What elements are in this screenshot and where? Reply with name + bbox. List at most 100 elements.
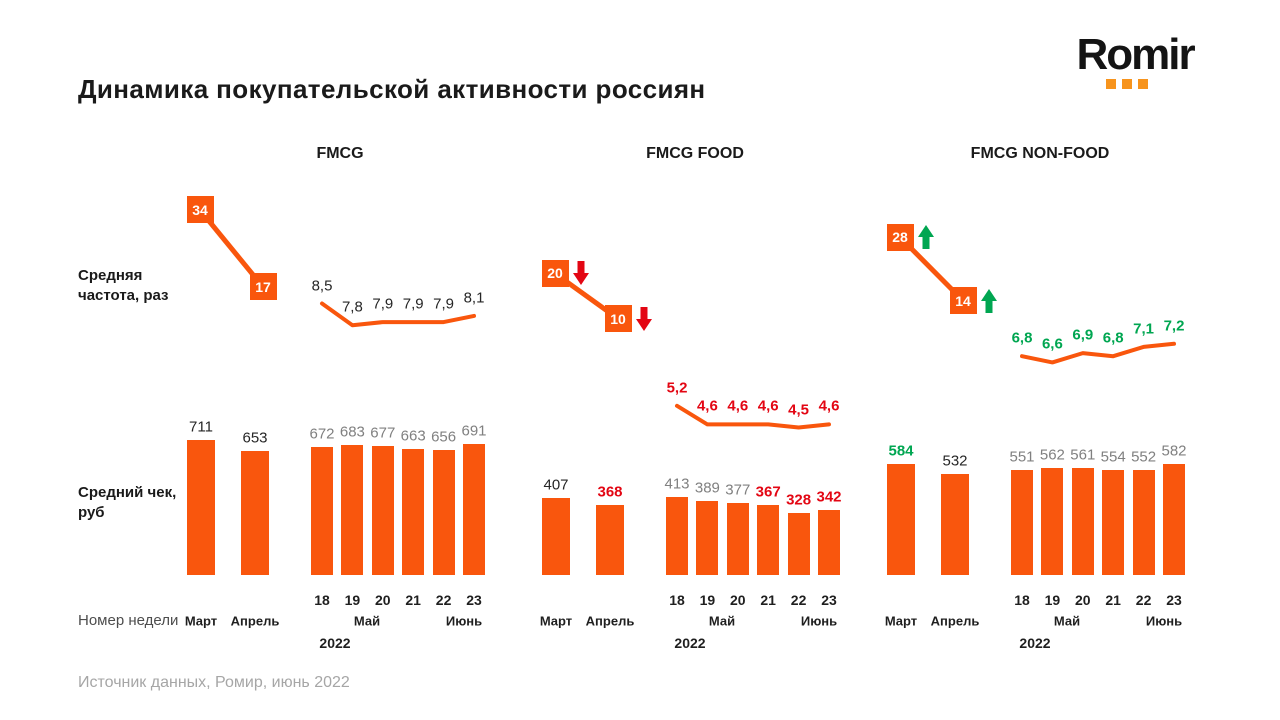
check-weekly-bar	[1071, 468, 1094, 575]
frequency-weekly-value-label: 7,9	[402, 295, 424, 313]
check-weekly-value-label: 554	[1100, 448, 1126, 466]
check-weekly-bar	[402, 449, 425, 575]
logo-dot-icon	[1106, 79, 1116, 90]
check-monthly-bar	[941, 473, 969, 575]
check-weekly-bar	[432, 450, 455, 575]
frequency-weekly-value-label: 7,8	[341, 298, 363, 316]
frequency-monthly-value-box: 10	[604, 305, 632, 333]
check-weekly-value-label: 342	[816, 488, 842, 506]
frequency-weekly-value-label: 5,2	[666, 379, 688, 397]
check-weekly-value-label: 562	[1039, 446, 1065, 464]
frequency-weekly-value-label: 8,1	[463, 289, 485, 307]
romir-logo: Romir	[1060, 30, 1210, 90]
year-label: 2022	[319, 635, 351, 651]
check-weekly-value-label: 672	[309, 425, 335, 443]
month-row-label-june: Июнь	[1145, 613, 1183, 629]
check-weekly-bar	[757, 505, 780, 575]
year-label: 2022	[1019, 635, 1051, 651]
week-number-label: 22	[435, 592, 452, 608]
week-number-label: 18	[1014, 592, 1030, 608]
trend-down-arrow-icon	[636, 306, 652, 331]
week-number-label: 18	[314, 592, 330, 608]
check-weekly-bar	[787, 512, 810, 575]
month-row-label-may: Май	[708, 613, 736, 629]
panel-fmcg-non-food: FMCG NON-FOOD 28 14 6,8 6,6 6,9 6,8 7,1 7,2 584 М…	[880, 140, 1200, 685]
frequency-monthly-value-box: 28	[886, 223, 914, 251]
frequency-weekly-value-label: 6,6	[1041, 335, 1063, 353]
panel-fmcg-food: FMCG FOOD 20 10 5,2 4,6 4,6 4,6 4,5 4,6 407 Март 3…	[535, 140, 855, 685]
check-monthly-value-label: 368	[597, 483, 623, 501]
week-number-label: 20	[1075, 592, 1091, 608]
frequency-monthly-value-box: 14	[949, 287, 977, 315]
week-number-label: 18	[669, 592, 685, 608]
frequency-monthly-value-box: 20	[541, 259, 569, 287]
frequency-weekly-value-label: 7,9	[372, 295, 394, 313]
frequency-weekly-value-label: 6,9	[1072, 326, 1094, 344]
check-weekly-bar	[726, 503, 749, 575]
trend-down-arrow-icon	[573, 261, 589, 286]
check-weekly-bar	[1102, 469, 1125, 575]
frequency-weekly-value-label: 4,6	[818, 397, 840, 415]
check-weekly-bar	[818, 510, 840, 575]
check-monthly-value-label: 711	[189, 418, 213, 436]
check-weekly-bar	[1011, 470, 1033, 575]
frequency-lines	[198, 208, 476, 328]
check-monthly-value-label: 407	[543, 476, 569, 494]
frequency-lines	[898, 235, 1176, 365]
romir-logo-text: Romir	[1076, 30, 1195, 79]
frequency-weekly-value-label: 4,6	[696, 397, 718, 415]
trend-up-arrow-icon	[918, 225, 934, 250]
panel-title-fmcg-non-food: FMCG NON-FOOD	[970, 145, 1110, 162]
frequency-monthly-value-box: 34	[186, 196, 214, 224]
week-number-label: 20	[375, 592, 391, 608]
check-weekly-value-label: 377	[725, 481, 751, 499]
panel-title-fmcg: FMCG	[316, 145, 364, 162]
check-monthly-value-label: 532	[942, 452, 968, 470]
trend-up-arrow-icon	[981, 288, 997, 313]
frequency-weekly-value-label: 6,8	[1102, 329, 1124, 347]
month-row-label-june: Июнь	[445, 613, 483, 629]
week-number-label: 21	[405, 592, 421, 608]
week-axis-label: Номер недели	[78, 612, 179, 629]
check-weekly-bar	[1041, 468, 1064, 575]
month-label: Апрель	[585, 613, 635, 629]
month-row-label-may: Май	[1053, 613, 1081, 629]
check-weekly-bar	[1132, 470, 1155, 575]
month-label: Апрель	[230, 613, 280, 629]
check-weekly-value-label: 552	[1131, 448, 1157, 466]
week-number-label: 22	[790, 592, 807, 608]
frequency-weekly-value-label: 7,2	[1163, 317, 1185, 335]
check-weekly-bar	[341, 445, 364, 575]
check-weekly-value-label: 561	[1070, 446, 1096, 464]
check-monthly-value-label: 584	[888, 442, 914, 460]
check-weekly-value-label: 656	[431, 428, 457, 446]
month-row-label-june: Июнь	[800, 613, 838, 629]
week-number-label: 21	[760, 592, 776, 608]
frequency-weekly-value-label: 4,6	[757, 397, 779, 415]
check-weekly-value-label: 389	[694, 479, 720, 497]
week-number-label: 23	[821, 592, 837, 608]
logo-dot-icon	[1122, 79, 1132, 90]
frequency-weekly-value-label: 8,5	[311, 277, 333, 294]
month-label: Март	[184, 613, 218, 629]
check-monthly-bar	[887, 464, 915, 575]
week-number-label: 23	[1166, 592, 1182, 608]
frequency-weekly-value-label: 7,1	[1133, 320, 1155, 338]
panel-fmcg: FMCG 34 17 8,5 7,8 7,9 7,9 7,9 8,1 711 Март 653 Апр…	[180, 140, 500, 685]
week-number-label: 22	[1135, 592, 1152, 608]
check-row-label: Средний чек, руб	[78, 484, 177, 521]
check-weekly-bar	[311, 447, 333, 575]
month-row-label-may: Май	[353, 613, 381, 629]
logo-dot-icon	[1138, 79, 1148, 90]
check-weekly-value-label: 677	[370, 424, 396, 442]
check-weekly-value-label: 683	[339, 423, 365, 441]
week-number-label: 19	[699, 592, 716, 608]
check-monthly-bar	[187, 439, 215, 575]
check-monthly-value-label: 653	[242, 429, 268, 447]
panel-title-fmcg-food: FMCG FOOD	[646, 145, 744, 162]
week-number-label: 19	[344, 592, 361, 608]
slide-title: Динамика покупательской активности росси…	[78, 74, 706, 104]
frequency-row-label: Средняя частота, раз	[78, 267, 169, 304]
year-label: 2022	[674, 635, 706, 651]
